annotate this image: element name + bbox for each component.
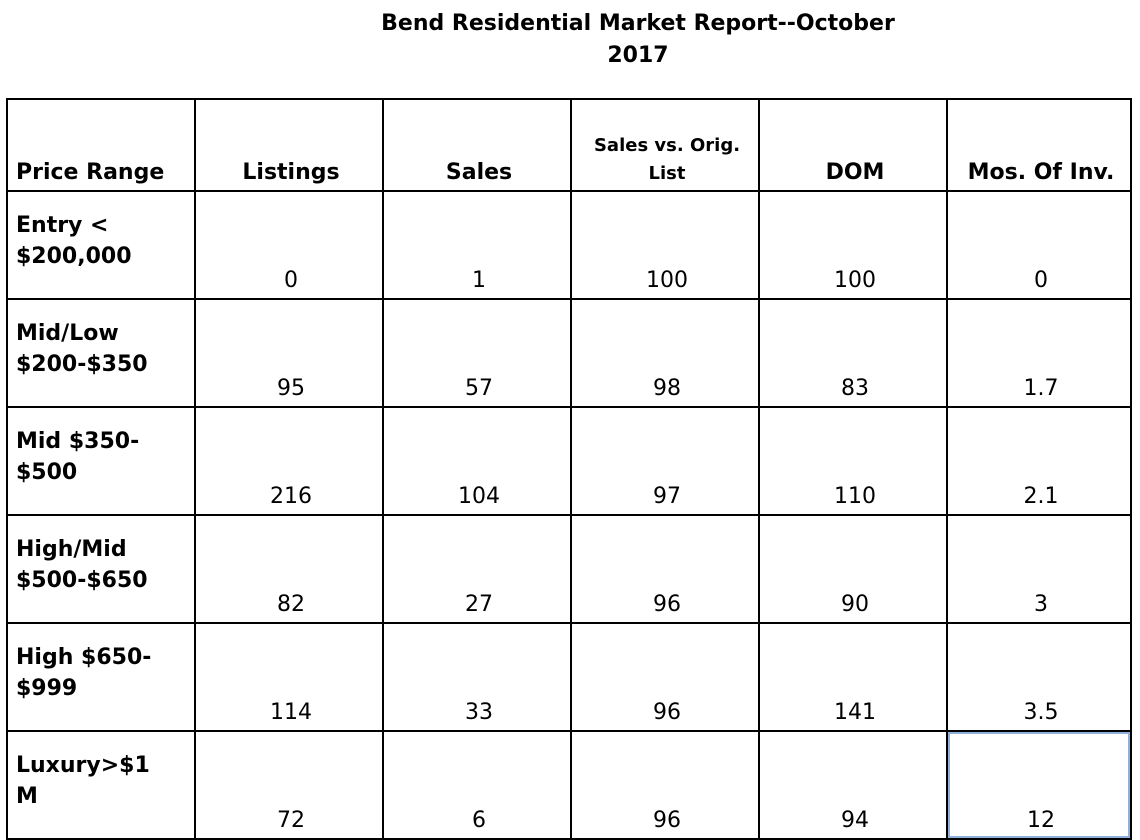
dom-cell[interactable]: 90 bbox=[758, 514, 948, 624]
header-mos-of-inv[interactable]: Mos. Of Inv. bbox=[946, 98, 1132, 192]
price-range-cell[interactable]: Entry < $200,000 bbox=[6, 190, 196, 300]
sales-cell[interactable]: 104 bbox=[382, 406, 572, 516]
dom-cell[interactable]: 83 bbox=[758, 298, 948, 408]
header-sales-vs-orig-line2: List bbox=[648, 163, 686, 184]
listings-cell[interactable]: 114 bbox=[194, 622, 384, 732]
range-line1: Mid $350- bbox=[16, 429, 140, 454]
sales-cell[interactable]: 27 bbox=[382, 514, 572, 624]
mos-of-inv-cell[interactable]: 3.5 bbox=[946, 622, 1132, 732]
sales-vs-orig-cell[interactable]: 96 bbox=[570, 730, 760, 840]
sales-vs-orig-cell[interactable]: 100 bbox=[570, 190, 760, 300]
mos-of-inv-cell[interactable]: 1.7 bbox=[946, 298, 1132, 408]
report-title-line1: Bend Residential Market Report--October bbox=[381, 11, 895, 36]
range-line2: $200-$350 bbox=[16, 352, 148, 377]
dom-cell[interactable]: 110 bbox=[758, 406, 948, 516]
price-range-cell[interactable]: High/Mid $500-$650 bbox=[6, 514, 196, 624]
sales-vs-orig-cell[interactable]: 97 bbox=[570, 406, 760, 516]
dom-cell[interactable]: 94 bbox=[758, 730, 948, 840]
mos-of-inv-cell[interactable]: 3 bbox=[946, 514, 1132, 624]
listings-cell[interactable]: 0 bbox=[194, 190, 384, 300]
sales-vs-orig-cell[interactable]: 96 bbox=[570, 514, 760, 624]
range-line1: High/Mid bbox=[16, 537, 127, 562]
report-title-line2: 2017 bbox=[607, 43, 669, 68]
range-line2: $500-$650 bbox=[16, 568, 148, 593]
mos-of-inv-cell[interactable]: 0 bbox=[946, 190, 1132, 300]
range-line2: $500 bbox=[16, 460, 78, 485]
table-row: Entry < $200,000 0 1 100 100 0 bbox=[6, 190, 1132, 300]
header-sales[interactable]: Sales bbox=[382, 98, 572, 192]
table-row: High/Mid $500-$650 82 27 96 90 3 bbox=[6, 514, 1132, 624]
market-report-table: Price Range Listings Sales Sales vs. Ori… bbox=[6, 98, 1132, 840]
listings-cell[interactable]: 72 bbox=[194, 730, 384, 840]
sales-vs-orig-cell[interactable]: 96 bbox=[570, 622, 760, 732]
dom-cell[interactable]: 141 bbox=[758, 622, 948, 732]
dom-cell[interactable]: 100 bbox=[758, 190, 948, 300]
listings-cell[interactable]: 216 bbox=[194, 406, 384, 516]
sales-cell[interactable]: 6 bbox=[382, 730, 572, 840]
report-title: Bend Residential Market Report--October … bbox=[0, 8, 1140, 72]
header-sales-vs-orig-line1: Sales vs. Orig. bbox=[593, 135, 741, 156]
listings-cell[interactable]: 82 bbox=[194, 514, 384, 624]
header-row: Price Range Listings Sales Sales vs. Ori… bbox=[6, 98, 1132, 192]
range-line2: $999 bbox=[16, 676, 78, 701]
range-line1: Mid/Low bbox=[16, 321, 119, 346]
sales-cell[interactable]: 1 bbox=[382, 190, 572, 300]
sales-cell[interactable]: 33 bbox=[382, 622, 572, 732]
price-range-cell[interactable]: Mid/Low $200-$350 bbox=[6, 298, 196, 408]
sales-vs-orig-cell[interactable]: 98 bbox=[570, 298, 760, 408]
mos-of-inv-cell-selected[interactable]: 12 bbox=[946, 730, 1132, 840]
price-range-cell[interactable]: Mid $350- $500 bbox=[6, 406, 196, 516]
range-line2: M bbox=[16, 784, 38, 809]
range-line1: High $650- bbox=[16, 645, 152, 670]
mos-of-inv-cell[interactable]: 2.1 bbox=[946, 406, 1132, 516]
range-line1: Entry < bbox=[16, 213, 109, 238]
table-row: Luxury>$1 M 72 6 96 94 12 bbox=[6, 730, 1132, 840]
range-line1: Luxury>$1 bbox=[16, 753, 150, 778]
table-row: High $650- $999 114 33 96 141 3.5 bbox=[6, 622, 1132, 732]
header-listings[interactable]: Listings bbox=[194, 98, 384, 192]
header-dom[interactable]: DOM bbox=[758, 98, 948, 192]
range-line2: $200,000 bbox=[16, 244, 132, 269]
price-range-cell[interactable]: High $650- $999 bbox=[6, 622, 196, 732]
table-row: Mid/Low $200-$350 95 57 98 83 1.7 bbox=[6, 298, 1132, 408]
price-range-cell[interactable]: Luxury>$1 M bbox=[6, 730, 196, 840]
header-sales-vs-orig-list[interactable]: Sales vs. Orig. List bbox=[570, 98, 760, 192]
header-price-range[interactable]: Price Range bbox=[6, 98, 196, 192]
table-row: Mid $350- $500 216 104 97 110 2.1 bbox=[6, 406, 1132, 516]
sales-cell[interactable]: 57 bbox=[382, 298, 572, 408]
listings-cell[interactable]: 95 bbox=[194, 298, 384, 408]
